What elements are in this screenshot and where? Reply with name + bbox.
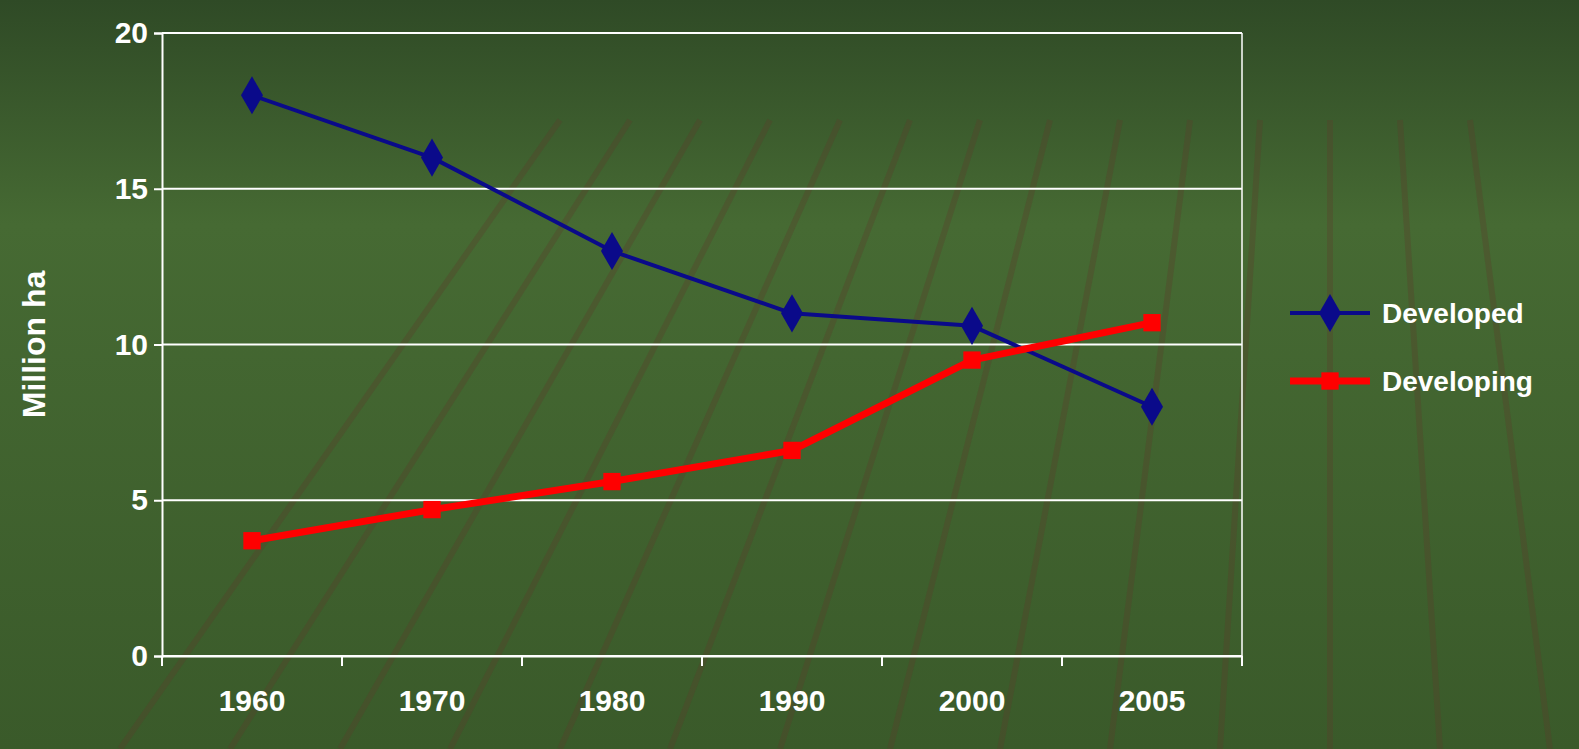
series-marker [241,76,263,114]
field-row [230,120,630,749]
y-axis-title: Million ha [16,271,52,419]
series-marker [961,307,983,345]
y-tick-mark [154,656,162,658]
grid [162,33,1242,656]
y-tick-label: 5 [131,483,148,516]
legend-item: Developing [1290,366,1533,397]
x-axis: 1960 1970 1980 1990 2000 2005 [162,656,1243,717]
legend-marker [1319,294,1341,332]
series-marker [1141,388,1163,426]
y-tick: 15 [115,172,162,205]
field-row [1470,120,1550,749]
x-tick: 2000 [939,656,1006,717]
series-line [252,323,1152,541]
y-tick: 5 [131,483,162,516]
series-marker [601,232,623,270]
chart: 0 5 10 15 20 1960 1970 1980 1990 2000 2005 Million … [0,0,1579,749]
field-row [670,120,910,749]
y-tick: 10 [115,328,162,361]
series-line [252,95,1152,407]
field-row [120,120,560,749]
series-marker [243,532,260,549]
x-tick: 1980 [579,656,646,717]
y-tick: 0 [131,639,162,672]
legend-label: Developing [1382,366,1533,397]
x-tick-label: 1960 [219,684,286,717]
x-tick-label: 1990 [759,684,826,717]
x-boundary-tick [881,656,883,666]
y-axis: 0 5 10 15 20 [115,16,163,672]
field-row [1000,120,1120,749]
legend-item: Developed [1290,294,1524,332]
x-boundary-tick [341,656,343,666]
field-row [1327,120,1333,749]
y-tick-mark [154,500,162,502]
x-tick: 1970 [399,656,466,717]
y-tick-label: 20 [115,16,148,49]
field-row [560,120,840,749]
grid-line [162,499,1242,501]
x-boundary-tick [701,656,703,666]
legend-label: Developed [1382,298,1524,329]
series-marker [421,139,443,177]
field-rows [120,120,1550,749]
grid-line [162,32,1242,34]
x-tick: 1960 [219,656,286,717]
x-tick-label: 2000 [939,684,1006,717]
series-marker [603,473,620,490]
y-tick-mark [154,188,162,190]
x-tick: 1990 [759,656,826,717]
x-boundary-tick [521,656,523,666]
background [0,0,1579,749]
y-tick: 20 [115,16,162,49]
y-tick-label: 15 [115,172,148,205]
y-tick-mark [154,344,162,346]
x-tick-label: 1970 [399,684,466,717]
x-tick: 2005 [1119,656,1186,717]
grid-line [162,188,1242,190]
field-row [890,120,1050,749]
legend-marker [1321,372,1338,389]
y-tick-mark [154,33,162,35]
x-boundary-tick [1241,656,1243,666]
y-tick-label: 0 [131,639,148,672]
series-marker [783,442,800,459]
plot-area [241,76,1163,549]
x-tick-label: 2005 [1119,684,1186,717]
field-row [450,120,770,749]
legend: Developed Developing [1290,294,1533,397]
field-row [1110,120,1190,749]
y-tick-label: 10 [115,328,148,361]
plot-frame [1241,33,1243,656]
field-row [1400,120,1440,749]
x-boundary-tick [1061,656,1063,666]
series-marker [1143,314,1160,331]
x-boundary-tick [161,656,163,666]
series-marker [963,351,980,368]
x-tick-label: 1980 [579,684,646,717]
grid-line [162,344,1242,346]
field-row [1220,120,1260,749]
series-marker [781,294,803,332]
field-row [780,120,980,749]
field-row [340,120,700,749]
y-axis-line [154,34,163,657]
series-marker [423,501,440,518]
